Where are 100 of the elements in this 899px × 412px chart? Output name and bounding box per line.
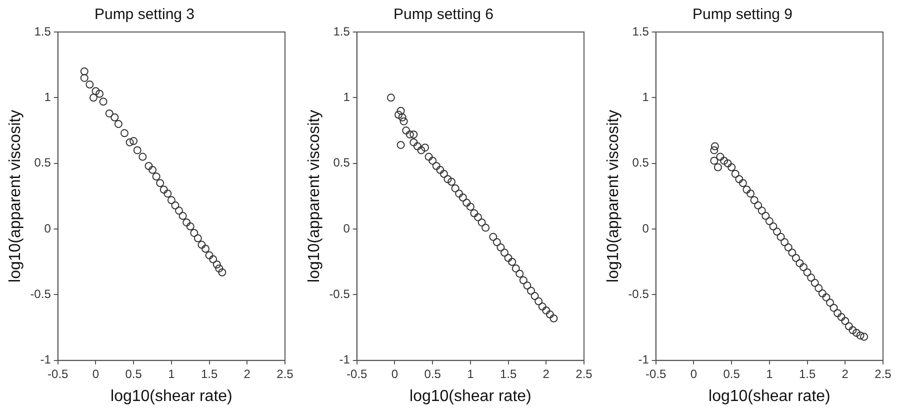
- point: [218, 268, 226, 276]
- point: [780, 238, 789, 246]
- y-tick-label: -0.5: [30, 287, 52, 302]
- point: [194, 234, 202, 242]
- y-tick-label: 0: [44, 221, 52, 236]
- y-tick-label: -0.5: [628, 287, 650, 302]
- point: [758, 206, 766, 215]
- x-tick-label: 2.5: [276, 366, 294, 381]
- y-tick-label: 1: [343, 90, 350, 104]
- point: [186, 222, 194, 230]
- point: [519, 276, 528, 284]
- x-tick-label: 1.5: [500, 366, 517, 381]
- point: [212, 260, 221, 269]
- y-tick-label: 1.5: [632, 24, 650, 38]
- x-tick-label: 0.5: [723, 366, 740, 381]
- point: [550, 314, 558, 322]
- point: [837, 313, 846, 322]
- point: [784, 243, 792, 252]
- y-tick-label: -1: [339, 352, 350, 367]
- x-axis-title: log10(shear rate): [708, 388, 830, 405]
- point: [462, 198, 471, 207]
- point: [527, 286, 536, 295]
- point: [710, 142, 719, 150]
- point: [164, 190, 172, 198]
- point: [138, 152, 147, 161]
- point: [120, 129, 128, 138]
- point: [496, 243, 505, 252]
- point: [512, 264, 520, 272]
- point: [432, 162, 440, 170]
- point: [546, 310, 554, 318]
- point: [792, 254, 800, 262]
- point: [710, 146, 718, 154]
- point: [466, 202, 474, 211]
- point: [152, 172, 160, 180]
- point: [826, 298, 834, 307]
- point: [474, 213, 482, 222]
- point: [398, 113, 406, 122]
- point: [765, 217, 774, 226]
- x-tick-label: 2: [542, 366, 550, 381]
- point: [803, 268, 812, 276]
- point: [773, 228, 782, 236]
- point: [133, 146, 142, 154]
- x-tick-label: 1: [467, 366, 474, 381]
- x-tick-label: 2.5: [576, 366, 593, 381]
- point: [470, 209, 478, 218]
- point: [746, 190, 755, 198]
- point: [130, 137, 138, 146]
- x-tick-label: 0: [391, 366, 398, 381]
- y-tick-label: 1.5: [333, 24, 350, 38]
- y-tick-label: 1: [44, 90, 52, 104]
- point: [428, 156, 437, 165]
- x-tick-label: 0: [92, 366, 100, 381]
- point: [830, 304, 838, 312]
- point: [834, 309, 842, 318]
- point: [860, 332, 868, 341]
- point: [534, 297, 543, 306]
- point: [451, 184, 460, 192]
- point: [86, 80, 94, 89]
- point: [776, 232, 785, 241]
- x-tick-label: 1.5: [200, 366, 218, 381]
- point: [202, 244, 210, 253]
- point: [728, 163, 736, 172]
- point: [818, 289, 826, 298]
- point: [478, 218, 486, 226]
- point: [720, 156, 728, 165]
- point: [410, 130, 418, 138]
- point: [508, 258, 516, 266]
- point: [171, 201, 180, 210]
- point: [417, 146, 426, 154]
- point: [852, 328, 861, 337]
- y-tick-label: 0: [642, 221, 650, 236]
- point: [96, 90, 104, 98]
- point: [396, 140, 405, 149]
- y-tick-label: 1.5: [34, 24, 52, 38]
- point: [394, 110, 403, 119]
- point: [504, 254, 512, 262]
- point: [807, 274, 816, 282]
- y-tick-label: 0.5: [34, 156, 52, 170]
- y-tick-label: 0: [343, 221, 350, 236]
- x-axis-title: log10(shear rate): [410, 388, 532, 405]
- point: [444, 175, 452, 184]
- point: [410, 138, 418, 146]
- point: [796, 259, 804, 268]
- point: [814, 284, 823, 292]
- point: [516, 270, 524, 278]
- point: [492, 238, 501, 246]
- y-tick-label: -1: [40, 352, 52, 367]
- point: [178, 212, 187, 220]
- point: [148, 166, 157, 174]
- point: [848, 326, 857, 334]
- chart-title: Pump setting 3: [94, 6, 195, 24]
- point: [844, 322, 853, 330]
- point: [402, 126, 410, 135]
- point: [114, 120, 122, 128]
- point: [530, 292, 539, 300]
- point: [822, 293, 830, 302]
- point: [80, 67, 88, 76]
- point: [92, 87, 100, 96]
- point: [716, 152, 724, 161]
- point: [769, 222, 778, 230]
